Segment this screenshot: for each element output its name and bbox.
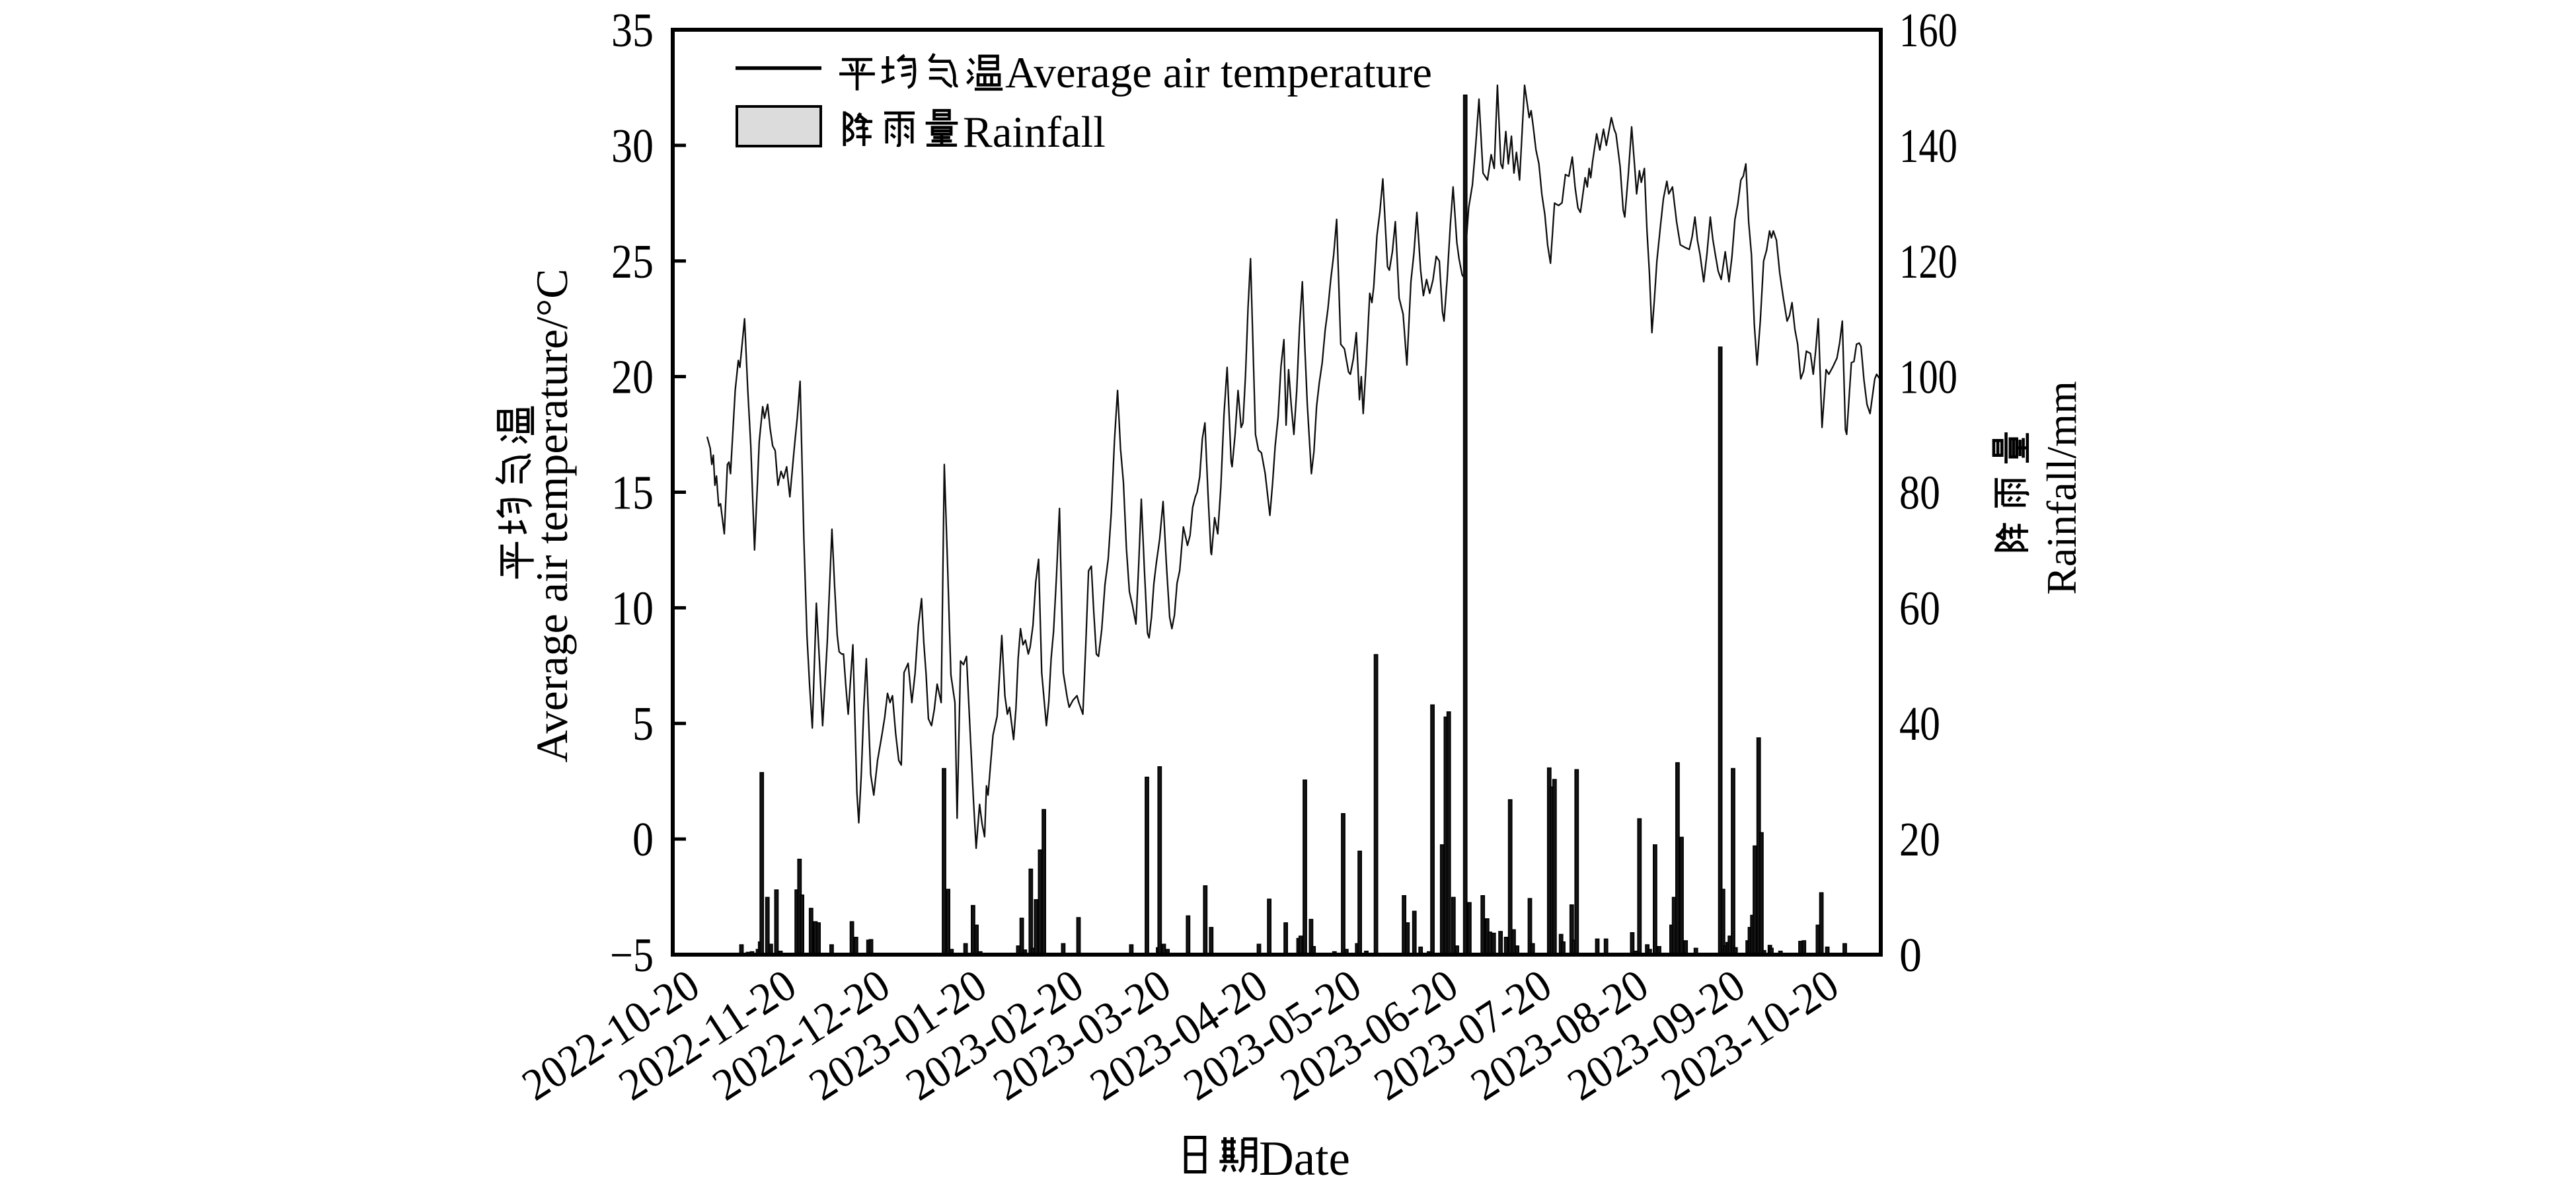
svg-text:15: 15 bbox=[611, 466, 654, 520]
svg-text:10: 10 bbox=[611, 581, 654, 635]
svg-text:5: 5 bbox=[632, 697, 654, 750]
svg-text:40: 40 bbox=[1899, 697, 1940, 750]
svg-text:20: 20 bbox=[1899, 813, 1940, 866]
svg-text:60: 60 bbox=[1899, 581, 1940, 635]
svg-text:Rainfall: Rainfall bbox=[963, 108, 1106, 157]
svg-text:Average air temperature: Average air temperature bbox=[1005, 48, 1432, 97]
svg-text:0: 0 bbox=[1899, 928, 1922, 982]
svg-text:Average air temperature/°C: Average air temperature/°C bbox=[527, 268, 577, 762]
svg-text:25: 25 bbox=[611, 235, 654, 288]
svg-text:35: 35 bbox=[611, 3, 654, 57]
svg-text:100: 100 bbox=[1899, 350, 1957, 404]
svg-text:120: 120 bbox=[1899, 235, 1957, 288]
svg-text:80: 80 bbox=[1899, 466, 1940, 520]
svg-text:Rainfall/mm: Rainfall/mm bbox=[2038, 381, 2085, 595]
svg-text:−5: −5 bbox=[610, 928, 654, 982]
svg-text:Date: Date bbox=[1259, 1132, 1350, 1186]
svg-text:30: 30 bbox=[611, 119, 654, 173]
svg-text:160: 160 bbox=[1899, 3, 1957, 57]
svg-text:140: 140 bbox=[1899, 119, 1957, 173]
svg-text:0: 0 bbox=[632, 813, 654, 866]
svg-text:20: 20 bbox=[611, 350, 654, 404]
